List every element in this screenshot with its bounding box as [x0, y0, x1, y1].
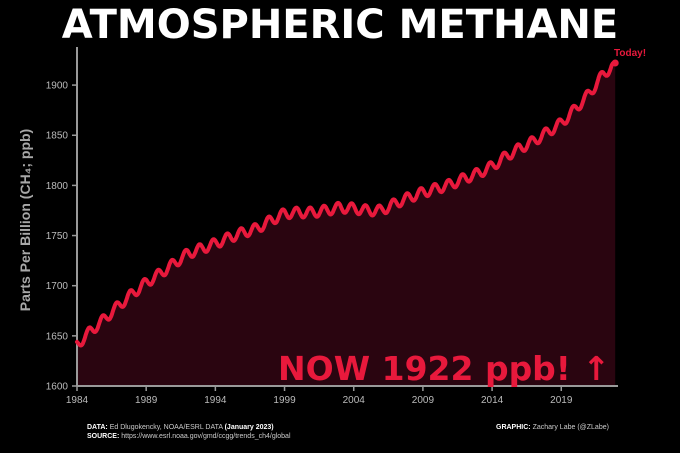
y-tick-label: 1600	[46, 382, 69, 393]
y-tick-label: 1700	[46, 281, 69, 292]
current-value-annotation: NOW 1922 ppb! ↑	[278, 349, 610, 388]
x-tick-label: 2009	[412, 395, 435, 406]
y-tick-label: 1750	[46, 231, 69, 242]
area-fill	[77, 62, 616, 387]
x-tick-label: 2004	[343, 395, 366, 406]
methane-series-line	[75, 60, 618, 348]
y-tick-label: 1650	[46, 331, 69, 342]
footer-graphic-label: GRAPHIC:	[496, 424, 531, 431]
axes-layer: 1600 1650 1700 1750 1800 1850 1900 1984 1989 1994…	[46, 47, 618, 406]
footer-graphic-credit: GRAPHIC: Zachary Labe (@ZLabe)	[496, 424, 609, 431]
footer-source-label: SOURCE:	[87, 433, 120, 440]
x-tick-label: 1999	[273, 395, 296, 406]
x-tick-label: 1984	[66, 395, 89, 406]
x-tick-label: 1989	[135, 395, 158, 406]
today-annotation: Today!	[614, 48, 646, 59]
footer-source: SOURCE: https://www.esrl.noaa.gov/gmd/cc…	[87, 433, 291, 440]
footer-graphic-text: Zachary Labe (@ZLabe)	[532, 424, 609, 431]
x-tick-label: 2019	[550, 395, 573, 406]
y-tick-label: 1900	[46, 81, 69, 92]
chart-title: ATMOSPHERIC METHANE	[61, 2, 619, 48]
footer-data-label: DATA:	[87, 424, 108, 431]
x-tick-label: 1994	[204, 395, 227, 406]
latest-data-point	[611, 59, 619, 67]
x-tick-label: 2014	[481, 395, 504, 406]
footer-source-url: https://www.esrl.noaa.gov/gmd/ccgg/trend…	[121, 433, 291, 440]
y-tick-label: 1800	[46, 181, 69, 192]
footer-data-credit: DATA: Ed Dlugokencky, NOAA/ESRL DATA (Ja…	[87, 424, 274, 431]
y-axis-label: Parts Per Billion (CH₄; ppb)	[17, 129, 33, 311]
area-fill-layer	[77, 62, 616, 387]
y-tick-label: 1850	[46, 131, 69, 142]
footer-data-text: Ed Dlugokencky, NOAA/ESRL DATA	[109, 424, 223, 431]
footer-data-date: (January 2023)	[224, 424, 274, 431]
series-line-layer	[75, 59, 619, 348]
